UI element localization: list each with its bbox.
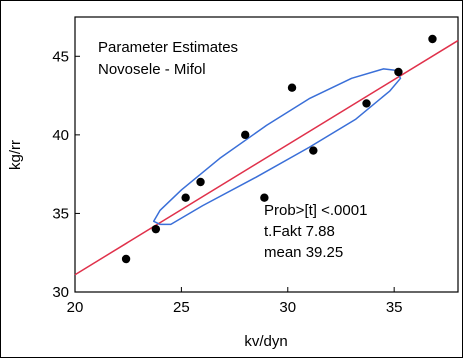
chart-title-line-1: Parameter Estimates [98,39,238,56]
data-point [362,99,370,107]
y-tick-label: 40 [52,127,69,144]
x-tick-label: 35 [386,299,403,316]
x-tick-label: 20 [67,299,84,316]
y-tick-label: 35 [52,205,69,222]
data-point [152,225,160,233]
chart-title-line-2: Novosele - Mifol [98,61,206,78]
data-point [288,84,296,92]
data-point [181,194,189,202]
data-point [122,255,130,263]
data-point [428,35,436,43]
y-tick-label: 45 [52,48,69,65]
data-point [241,131,249,139]
annotation-prob: Prob>[t] <.0001 [264,202,367,219]
x-tick-label: 25 [173,299,190,316]
y-axis-label: kg/rr [7,140,24,170]
annotation-mean: mean 39.25 [264,244,343,261]
data-point [260,194,268,202]
y-tick-label: 30 [52,284,69,301]
data-point [196,178,204,186]
x-axis-label: kv/dyn [244,333,287,350]
x-tick-label: 30 [279,299,296,316]
data-point [394,68,402,76]
data-point [309,146,317,154]
annotation-tfakt: t.Fakt 7.88 [264,223,335,240]
